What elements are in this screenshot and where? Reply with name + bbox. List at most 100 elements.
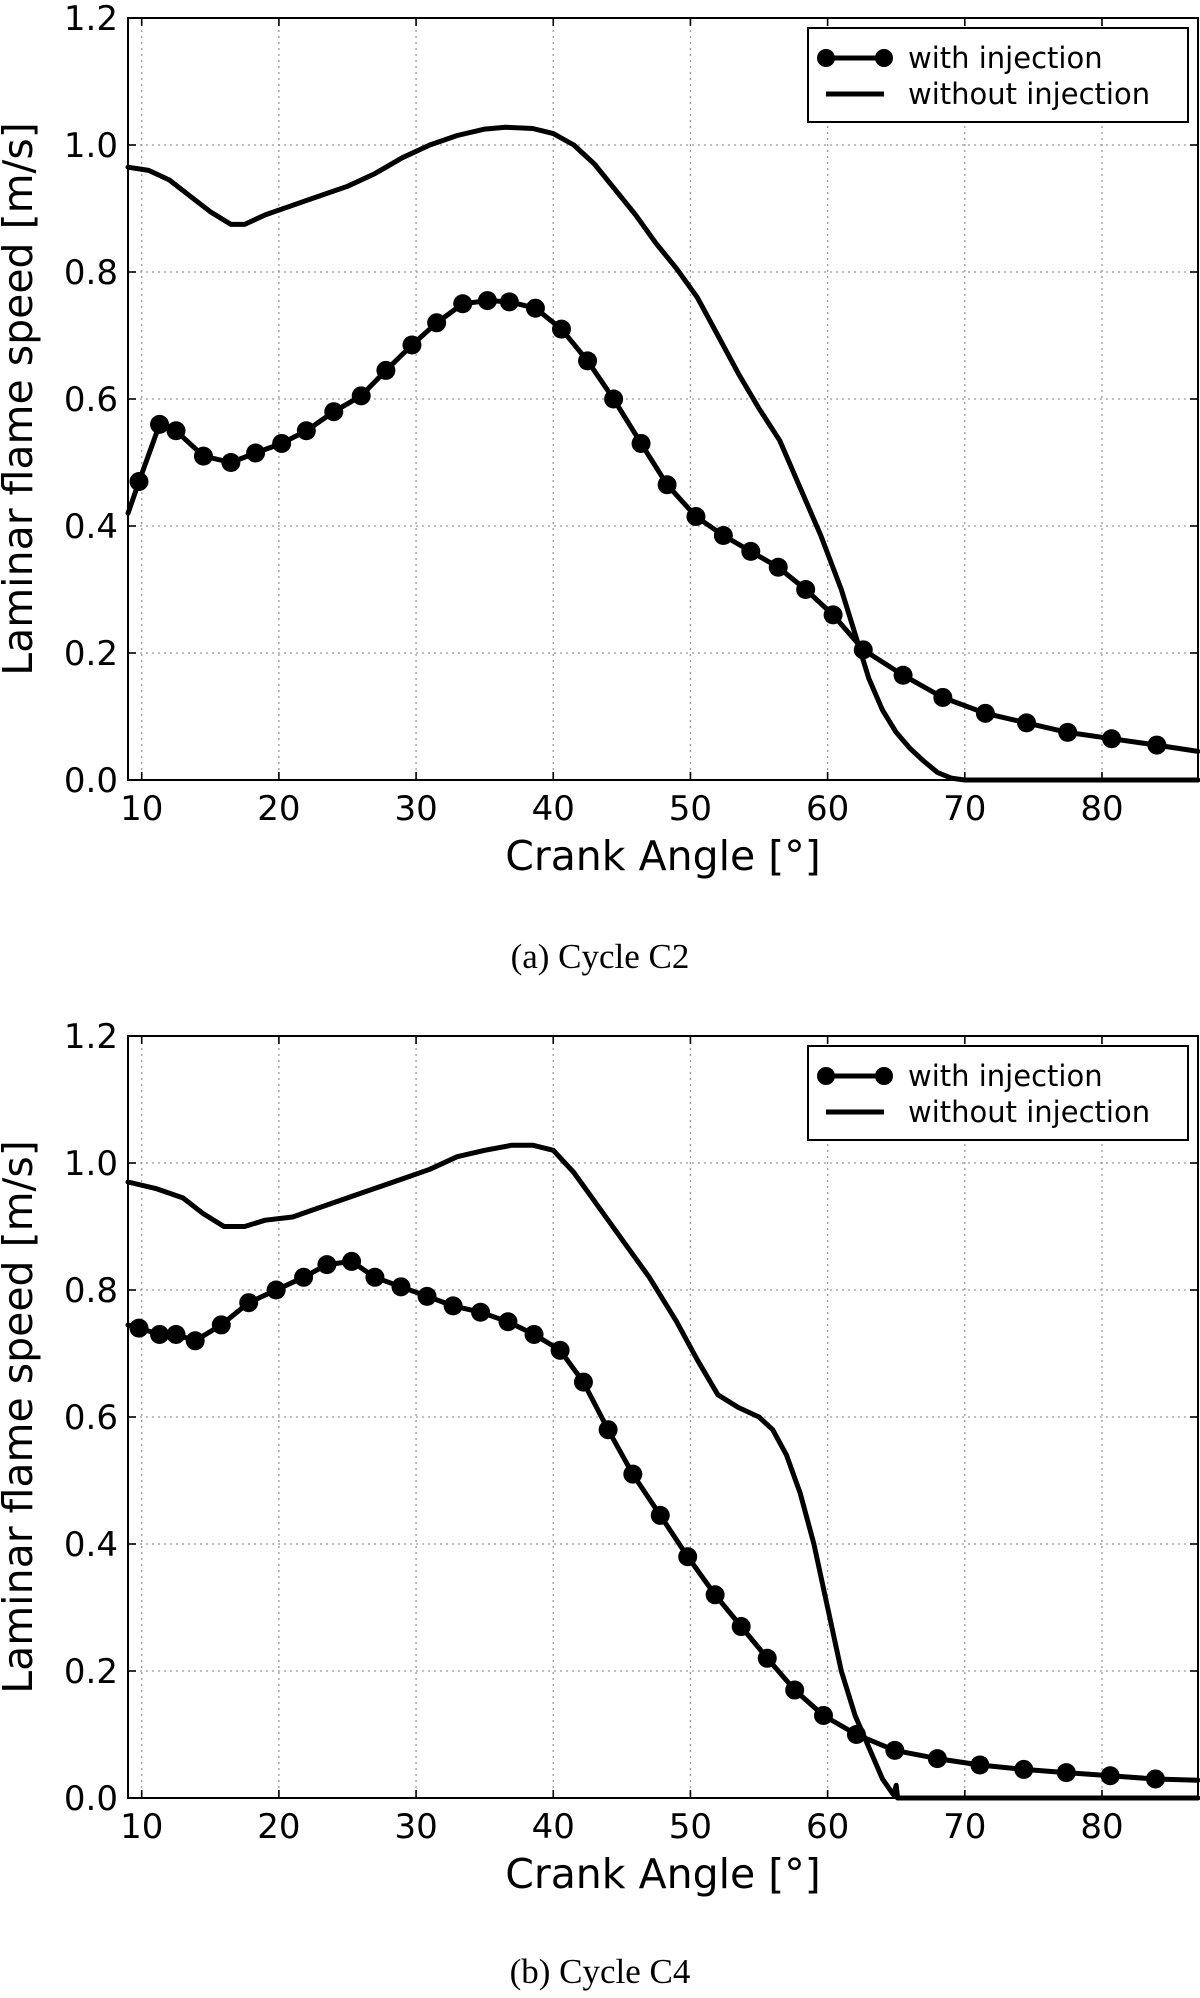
chart-panel-cycle-c2: 10 20 30 40 50 60 70 80 0.0 0.2 0.4 0.6 0.8 1.0 1.2 Cr… [0,0,1200,976]
x-tick-label: 60 [806,789,849,829]
x-tick-label: 20 [257,789,300,829]
data-point-with-injection [351,386,371,406]
data-point-with-injection [686,506,706,526]
legend-label-without-injection: without injection [908,77,1150,111]
y-tick-label: 0.4 [64,507,118,547]
series-line-without-injection [125,1142,1200,1801]
data-point-with-injection [893,665,913,685]
data-point-with-injection [970,1755,990,1775]
data-point-with-injection [193,446,213,466]
data-point-with-injection [1017,713,1037,733]
data-point-with-injection [166,421,186,441]
data-point-with-injection [443,1296,463,1316]
data-point-with-injection [1058,722,1078,742]
data-point-with-injection [296,421,316,441]
data-point-with-injection [678,1547,698,1567]
x-tick-label: 60 [806,1807,849,1847]
y-tick-label: 0.0 [64,761,118,801]
y-tick-label: 0.2 [64,1652,118,1692]
data-point-with-injection [498,1312,518,1332]
legend-marker-with-injection [817,1067,835,1085]
y-axis-label: Laminar flame speed [m/s] [0,1140,42,1693]
data-point-with-injection [499,292,519,312]
data-point-with-injection [1100,1766,1120,1786]
x-axis-label: Crank Angle [°] [505,1850,821,1898]
x-tick-label: 40 [532,1807,575,1847]
data-point-with-injection [975,703,995,723]
y-axis-label: Laminar flame speed [m/s] [0,122,42,675]
y-tick-label: 1.0 [64,126,118,166]
legend-label-with-injection: with injection [908,41,1103,75]
legend-label-without-injection: without injection [908,1095,1150,1129]
data-point-with-injection [757,1648,777,1668]
figure-caption: (a) Cycle C2 [511,937,690,976]
data-point-with-injection [317,1255,337,1275]
data-point-with-injection [578,351,598,371]
legend-box [807,27,1189,123]
data-point-with-injection [650,1505,670,1525]
data-point-with-injection [933,687,953,707]
data-point-with-injection [221,453,241,472]
figure-caption: (b) Cycle C4 [510,1952,691,1991]
legend: with injection without injection [807,27,1189,123]
y-tick-label: 0.6 [64,380,118,420]
axis-ticks: 10 20 30 40 50 60 70 80 0.0 0.2 0.4 0.6 0.8 1.0 1.2 [64,1017,1198,1847]
data-point-with-injection [272,433,292,453]
data-point-with-injection [598,1420,618,1440]
data-point-with-injection [150,1324,170,1344]
data-point-with-injection [1145,1769,1165,1789]
data-point-with-injection [796,580,816,599]
data-point-with-injection [239,1293,259,1313]
data-point-with-injection [417,1286,437,1306]
data-point-with-injection [342,1251,362,1271]
y-tick-label: 0.6 [64,1398,118,1438]
chart-series [125,1142,1200,1801]
data-point-with-injection [604,389,624,409]
legend-box [807,1045,1189,1141]
x-tick-label: 40 [532,789,575,829]
legend-marker-with-injection [875,49,893,67]
y-tick-label: 1.2 [64,0,118,39]
y-tick-label: 0.2 [64,634,118,674]
x-tick-label: 70 [943,789,986,829]
y-tick-label: 1.0 [64,1144,118,1184]
data-point-with-injection [266,1280,286,1300]
data-point-with-injection [376,360,396,380]
data-point-with-injection [211,1315,231,1335]
data-point-with-injection [1014,1759,1034,1779]
x-tick-label: 10 [120,1807,163,1847]
data-point-with-injection [324,402,344,422]
data-point-with-injection [623,1464,643,1484]
series-line-without-injection [125,124,1200,783]
data-point-with-injection [150,414,170,434]
data-point-with-injection [477,291,497,311]
x-axis-label: Crank Angle [°] [505,832,821,880]
data-point-with-injection [129,1318,149,1338]
data-point-with-injection [814,1705,833,1725]
data-point-with-injection [129,472,149,492]
data-point-with-injection [768,557,788,577]
data-point-with-injection [402,335,422,355]
data-point-with-injection [631,433,651,453]
legend-marker-with-injection [817,49,835,67]
x-tick-label: 50 [669,1807,712,1847]
chart-panel-cycle-c4: 10 20 30 40 50 60 70 80 0.0 0.2 0.4 0.6 0.8 1.0 1.2 Cr… [0,1017,1200,1991]
x-tick-label: 70 [943,1807,986,1847]
data-point-with-injection [823,605,843,625]
data-point-with-injection [785,1680,805,1700]
data-point-with-injection [731,1617,751,1637]
data-point-with-injection [713,526,733,546]
x-tick-label: 80 [1080,789,1123,829]
y-tick-label: 0.8 [64,253,118,293]
data-point-with-injection [885,1740,905,1760]
data-point-with-injection [927,1749,947,1769]
x-tick-label: 50 [669,789,712,829]
data-point-with-injection [453,294,473,314]
data-point-with-injection [365,1267,385,1287]
chart-grid [128,17,1198,781]
data-point-with-injection [246,443,266,463]
chart-grid [128,1035,1198,1799]
data-point-with-injection [1147,735,1167,755]
y-tick-label: 1.2 [64,1017,118,1057]
